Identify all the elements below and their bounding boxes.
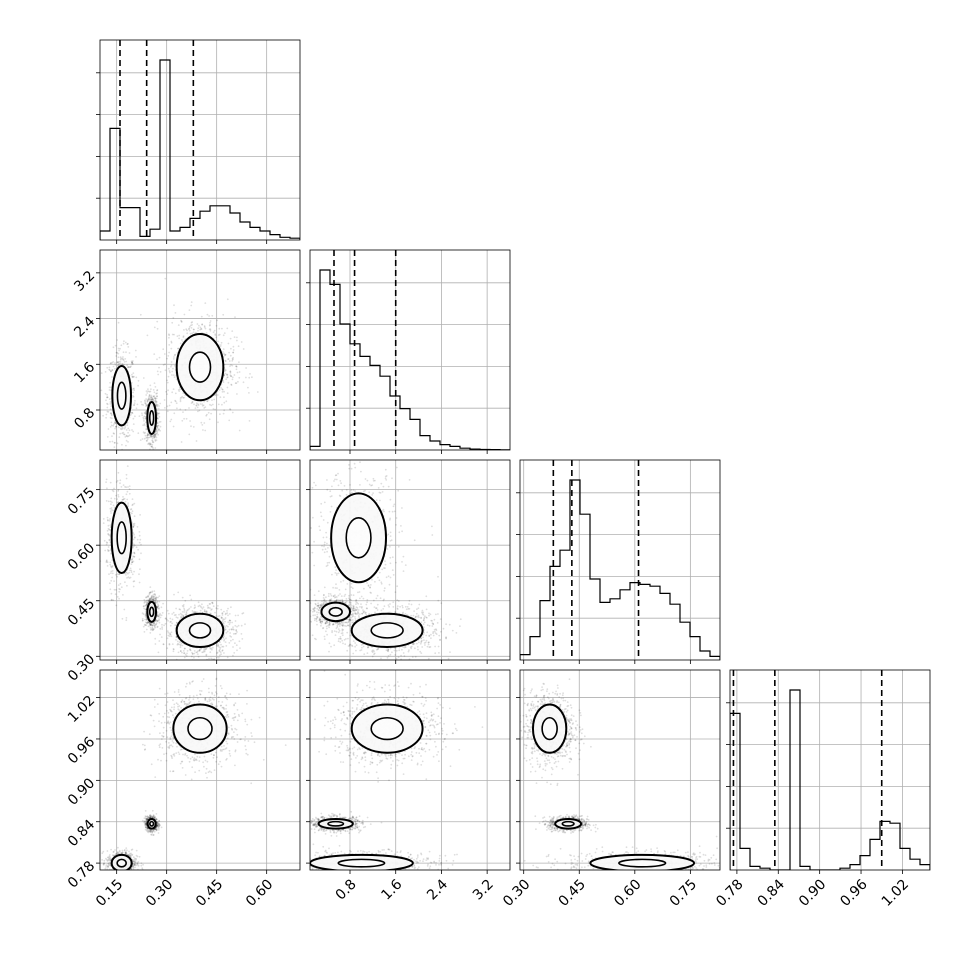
y-tick-label: 0.96 — [65, 734, 98, 767]
histogram-2 — [520, 479, 720, 660]
y-tick-label: 2.4 — [71, 313, 98, 340]
contour-inner-0 — [345, 516, 372, 559]
contour-inner-0 — [618, 858, 667, 868]
panel-frame — [519, 459, 721, 661]
y-tick-label: 0.60 — [65, 540, 98, 573]
panel-0-0 — [96, 39, 301, 244]
panel-3-1: 0.8 1.6 2.4 3.2 — [306, 669, 511, 904]
panel-frame — [729, 669, 931, 871]
x-tick-label: 0.78 — [713, 876, 746, 909]
x-tick-label: 0.90 — [796, 876, 829, 909]
x-tick-label: 0.60 — [243, 876, 276, 909]
y-tick-label: 1.02 — [65, 693, 98, 726]
contour-inner-2 — [370, 716, 404, 741]
contour-inner-2 — [188, 351, 212, 383]
x-tick-label: 1.6 — [378, 876, 405, 903]
y-tick-label: 3.2 — [71, 268, 98, 295]
x-tick-label: 0.60 — [611, 876, 644, 909]
panel-frame — [99, 669, 301, 871]
histogram-1 — [310, 269, 510, 450]
panel-2-2 — [516, 459, 721, 664]
y-tick-label: 0.78 — [65, 858, 98, 891]
panel-frame — [99, 459, 301, 661]
panel-2-1 — [306, 459, 511, 664]
panel-3-3: 0.78 0.84 0.90 0.96 1.02 — [713, 669, 931, 910]
contour-inner-2 — [187, 716, 213, 741]
contour-inner-0 — [116, 381, 127, 410]
panel-frame — [309, 249, 511, 451]
x-tick-label: 0.30 — [500, 876, 533, 909]
contour-inner-0 — [116, 521, 127, 555]
panel-1-0: 0.8 1.6 2.4 3.2 — [71, 249, 301, 454]
contour-inner-2 — [188, 622, 212, 639]
panel-3-2: 0.30 0.45 0.60 0.75 — [500, 669, 721, 910]
x-tick-label: 3.2 — [470, 876, 497, 903]
x-tick-label: 2.4 — [424, 876, 451, 903]
y-tick-label: 1.6 — [71, 359, 98, 386]
y-tick-label: 0.45 — [65, 596, 98, 629]
panel-3-0: 0.15 0.30 0.45 0.60 0.78 0.84 0.90 0.96 1.02 — [65, 669, 301, 910]
contour-inner-1 — [148, 409, 155, 426]
x-tick-label: 0.45 — [556, 876, 589, 909]
panel-frame — [309, 669, 511, 871]
panel-1-1 — [306, 249, 511, 454]
x-tick-label: 0.45 — [193, 876, 226, 909]
contour-inner-2 — [541, 716, 558, 741]
y-tick-label: 0.75 — [65, 485, 98, 518]
contour-inner-2 — [370, 622, 404, 639]
contour-inner-1 — [149, 820, 155, 827]
panel-frame — [309, 459, 511, 661]
contour-inner-0 — [116, 858, 127, 868]
contour-inner-1 — [328, 606, 343, 617]
scatter-points — [310, 670, 484, 870]
x-tick-label: 0.96 — [837, 876, 870, 909]
y-tick-label: 0.8 — [71, 405, 98, 432]
y-tick-label: 0.90 — [65, 775, 98, 808]
histogram-0 — [100, 59, 300, 240]
x-tick-label: 0.15 — [93, 876, 126, 909]
x-tick-label: 0.30 — [143, 876, 176, 909]
x-tick-label: 0.8 — [333, 876, 360, 903]
contour-inner-0 — [337, 858, 386, 868]
y-tick-label: 0.30 — [65, 651, 98, 684]
histogram-3 — [730, 689, 930, 870]
panel-frame — [99, 249, 301, 451]
y-tick-label: 0.84 — [65, 817, 98, 850]
contour-inner-1 — [148, 606, 155, 618]
x-tick-label: 0.84 — [755, 876, 788, 909]
contour-inner-1 — [327, 820, 345, 827]
x-tick-label: 1.02 — [879, 876, 912, 909]
contour-inner-1 — [561, 820, 575, 827]
x-tick-label: 0.75 — [667, 876, 700, 909]
panel-frame — [519, 669, 721, 871]
scatter-points — [520, 678, 720, 870]
scatter-points — [101, 677, 287, 870]
panel-frame — [99, 39, 301, 241]
panel-2-0: 0.30 0.45 0.60 0.75 — [65, 459, 301, 685]
